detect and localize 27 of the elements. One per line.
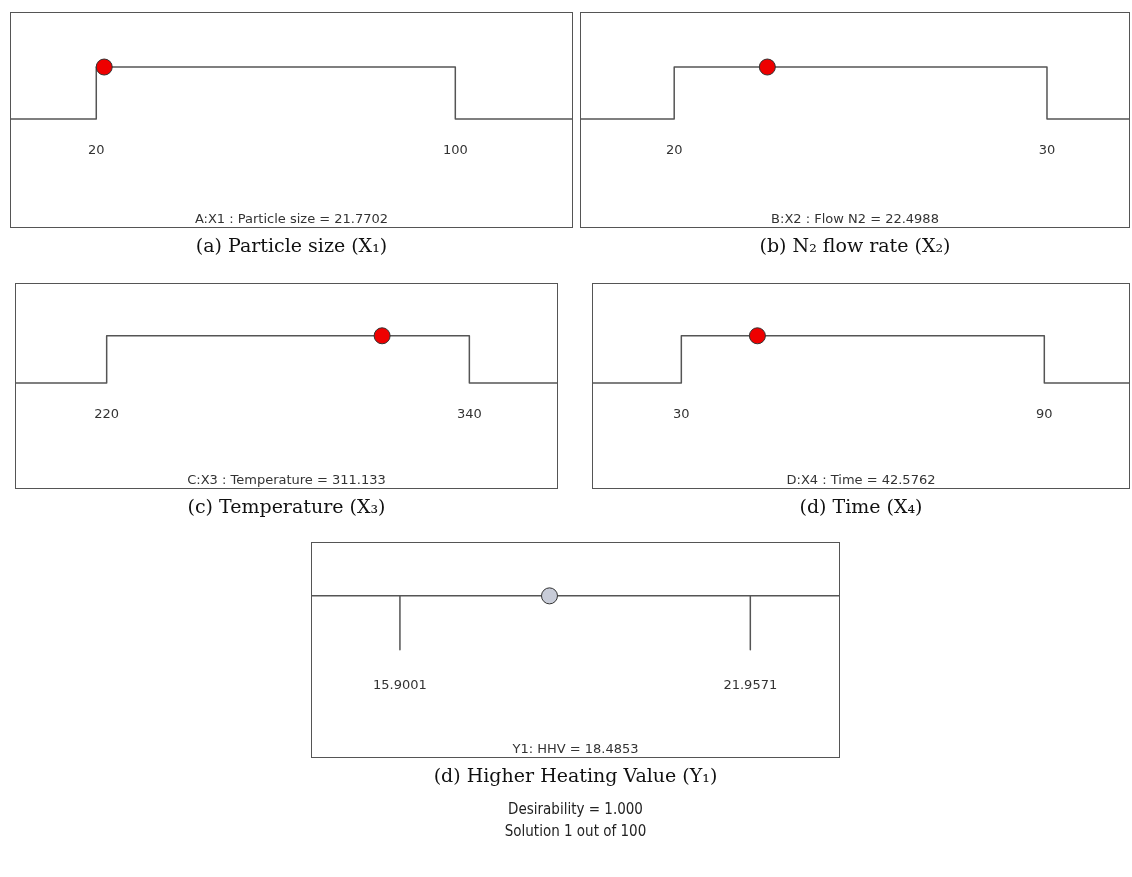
panel-frame: 15.9001 21.9571 Y1: HHV = 18.4853 bbox=[311, 542, 840, 758]
x-axis-title: Y1: HHV = 18.4853 bbox=[511, 741, 639, 756]
text: Solution 1 out of 100 bbox=[503, 822, 648, 840]
x-tick-label: 21.9571 bbox=[723, 677, 778, 693]
x-axis-title: B:X2 : Flow N2 = 22.4988 bbox=[771, 211, 939, 226]
x-tick-label: 340 bbox=[456, 406, 482, 422]
panel-frame: 20 100 A:X1 : Particle size = 21.7702 bbox=[10, 12, 573, 228]
text: Desirability = 1.000 bbox=[507, 800, 644, 818]
x-tick-label: 90 bbox=[1036, 406, 1053, 422]
text: (d) Time (X₄) bbox=[798, 495, 924, 517]
x-tick-label: 220 bbox=[94, 406, 120, 422]
x-axis-title: C:X3 : Temperature = 311.133 bbox=[187, 472, 386, 487]
x-tick-label: 30 bbox=[1038, 142, 1056, 158]
x-tick-label: 30 bbox=[673, 406, 690, 422]
x-axis-title: A:X1 : Particle size = 21.7702 bbox=[194, 211, 389, 226]
text: (c) Temperature (X₃) bbox=[186, 495, 387, 517]
x-tick-label: 100 bbox=[442, 142, 468, 158]
x-axis-title: D:X4 : Time = 42.5762 bbox=[786, 472, 936, 487]
text: (d) Higher Heating Value (Y₁) bbox=[432, 764, 719, 786]
text: (b) N₂ flow rate (X₂) bbox=[758, 234, 952, 256]
text: (a) Particle size (X₁) bbox=[194, 234, 389, 256]
panel-frame: 220 340 C:X3 : Temperature = 311.133 bbox=[15, 283, 558, 489]
x-tick-label: 20 bbox=[665, 142, 683, 158]
panel-frame: 30 90 D:X4 : Time = 42.5762 bbox=[592, 283, 1130, 489]
x-tick-label: 20 bbox=[88, 142, 105, 158]
x-tick-label: 15.9001 bbox=[373, 677, 427, 693]
panel-frame: 20 30 B:X2 : Flow N2 = 22.4988 bbox=[580, 12, 1130, 228]
